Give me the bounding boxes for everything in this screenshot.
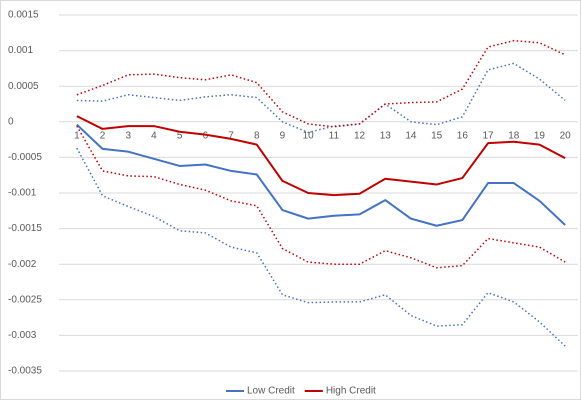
legend-label: High Credit (326, 386, 376, 397)
y-tick-label: -0.0005 (8, 152, 42, 163)
x-tick-label: 18 (508, 130, 520, 141)
y-tick-label: -0.003 (8, 330, 37, 341)
y-tick-label: 0.001 (8, 45, 33, 56)
x-tick-label: 15 (431, 130, 443, 141)
x-tick-label: 7 (228, 130, 234, 141)
x-tick-label: 8 (254, 130, 260, 141)
series-bound-line (76, 125, 566, 269)
legend-label: Low Credit (247, 386, 295, 397)
x-tick-label: 19 (534, 130, 546, 141)
y-tick-label: 0.0015 (8, 10, 39, 21)
x-tick-label: 3 (125, 130, 131, 141)
x-tick-label: 11 (329, 130, 340, 141)
x-tick-label: 17 (482, 130, 494, 141)
y-tick-label: -0.0035 (8, 366, 42, 377)
x-tick-label: 14 (405, 130, 417, 141)
series-line (76, 123, 566, 227)
x-tick-label: 13 (380, 130, 392, 141)
x-tick-label: 6 (203, 130, 209, 141)
series-bound-line (76, 39, 566, 128)
x-tick-label: 20 (560, 130, 572, 141)
x-tick-label: 12 (354, 130, 366, 141)
y-tick-label: -0.0025 (8, 294, 42, 305)
series-bound-line (76, 147, 566, 347)
x-tick-label: 5 (177, 130, 183, 141)
x-tick-label: 2 (100, 130, 106, 141)
x-tick-label: 4 (151, 130, 157, 141)
y-tick-label: 0 (8, 116, 14, 127)
x-tick-label: 1 (74, 130, 80, 141)
x-tick-label: 10 (303, 130, 315, 141)
y-tick-label: -0.0015 (8, 223, 42, 234)
y-tick-label: 0.0005 (8, 81, 39, 92)
x-tick-label: 9 (280, 130, 286, 141)
series-line (76, 115, 566, 197)
y-tick-label: -0.002 (8, 259, 37, 270)
y-tick-label: -0.001 (8, 188, 37, 199)
x-tick-label: 16 (457, 130, 469, 141)
